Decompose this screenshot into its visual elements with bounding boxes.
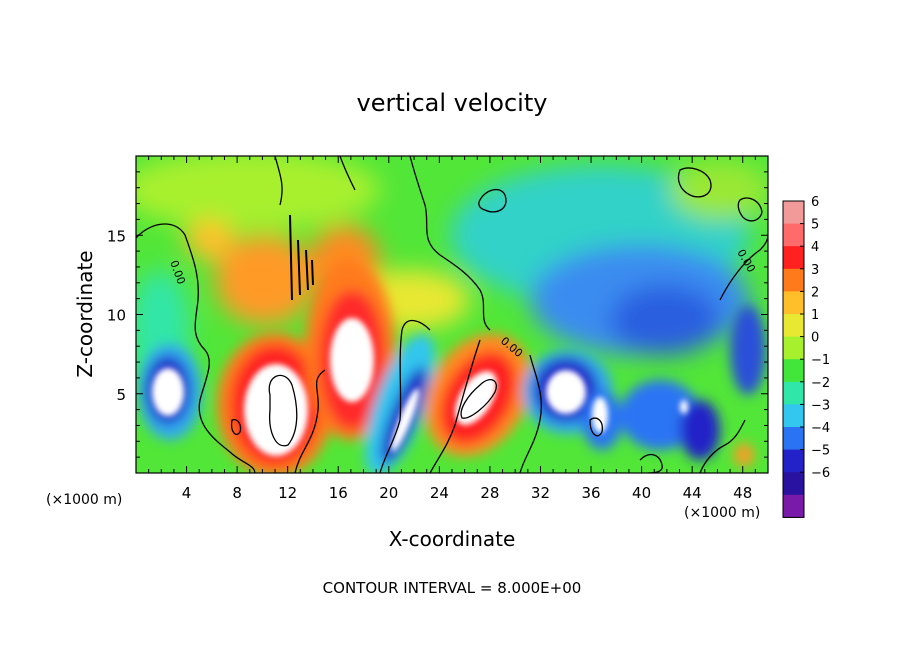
y-axis-label: Z-coordinate [73,250,97,377]
downdraft-small-core [680,400,688,414]
x-axis-label: X-coordinate [389,527,516,551]
colorbar-label: 0 [811,331,819,346]
field-top-right-green [670,160,768,220]
x-axis: 4 8 12 16 20 24 28 32 36 40 44 48 [148,156,756,502]
x-tick-label: 28 [480,484,499,502]
colorbar-label: 5 [811,218,819,233]
contour-line [677,167,712,198]
x-unit-right: (×1000 m) [684,505,760,521]
colorbar-swatch [783,427,804,451]
x-tick-label: 44 [683,484,702,502]
downdraft-d-core [592,397,608,433]
y-tick-label: 5 [116,386,126,404]
downdraft-f [680,400,720,460]
x-tick-label: 16 [329,484,348,502]
colorbar-label: 3 [811,263,819,278]
colorbar-swatch [783,291,804,315]
colorbar-swatch [783,494,804,518]
downdraft-e [620,380,700,450]
downdraft-g [730,305,766,395]
updraft-c-core [455,371,497,425]
colorbar-swatch [783,472,804,496]
downdraft-c-core [546,370,586,414]
y-axis: 5 10 15 [107,171,768,458]
contour-line [409,156,491,331]
contour-line [339,156,356,191]
x-tick-label: 40 [632,484,651,502]
colorbar-label: −1 [811,353,830,368]
x-unit-left: (×1000 m) [46,492,122,508]
x-tick-label: 32 [531,484,550,502]
contour-line [289,214,314,301]
y-tick-label: 15 [107,227,126,245]
heatmap-field: 0.00 0.00 0.00 [136,156,768,473]
colorbar-label: −6 [811,466,830,481]
y-tick-label: 10 [107,307,126,325]
colorbar: 6 5 4 3 2 1 0 −1 −2 −3 −4 −5 −6 [782,195,830,518]
x-tick-label: 36 [581,484,600,502]
colorbar-swatch [783,404,804,428]
colorbar-swatch [783,268,804,292]
chart-title: vertical velocity [357,89,548,117]
colorbar-label: −3 [811,398,830,413]
field-right-blue-core [610,285,720,355]
contour-line [699,419,746,473]
colorbar-swatch [783,381,804,405]
x-tick-label: 48 [733,484,752,502]
updraft-small-right [734,443,754,467]
colorbar-swatch [783,336,804,360]
contour-line [294,369,326,473]
contour-line [268,374,298,447]
contour-interval-note: CONTOUR INTERVAL = 8.000E+00 [323,579,582,597]
colorbar-swatch [783,314,804,338]
zero-contours [136,156,768,473]
field-top-yellow [185,220,235,260]
colorbar-label: −2 [811,376,830,391]
field-upper-left-green [136,156,380,230]
contour-line [719,234,768,301]
updraft-b-core [330,318,374,402]
colorbar-label: −5 [811,444,830,459]
colorbar-label: −4 [811,421,830,436]
contour-line [519,354,542,473]
contour-line [274,156,283,206]
colorbar-label: 1 [811,308,819,323]
colorbar-swatch [783,246,804,270]
contour-line [737,197,763,222]
colorbar-label: 2 [811,285,819,300]
colorbar-label: 4 [811,240,819,255]
contour-line [136,223,256,473]
colorbar-swatch [783,359,804,383]
x-tick-label: 12 [278,484,297,502]
contour-line [429,339,481,473]
colorbar-swatch [783,201,804,225]
contour-line [379,319,431,473]
contour-line [478,188,507,213]
x-tick-label: 8 [232,484,242,502]
contour-line [230,419,242,435]
x-tick-label: 4 [182,484,192,502]
downdraft-left-core [152,368,184,416]
contour-line [589,417,603,437]
colorbar-swatch [783,223,804,247]
x-tick-label: 24 [430,484,449,502]
colorbar-label: 6 [811,195,819,210]
contour-line [460,379,497,419]
colorbar-swatch [783,449,804,473]
x-tick-label: 20 [379,484,398,502]
downdraft-b-core [391,388,419,452]
